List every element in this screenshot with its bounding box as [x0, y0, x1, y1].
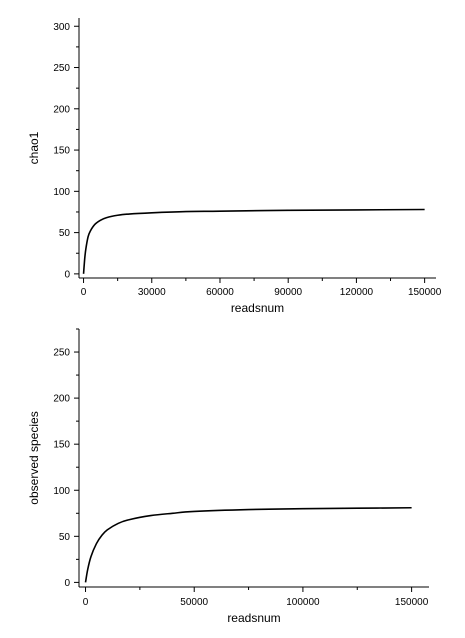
y-tick-label: 100	[53, 486, 70, 497]
x-axis-title: readsnum	[227, 611, 280, 625]
y-axis-title: chao1	[27, 131, 41, 164]
x-tick-label: 150000	[395, 597, 429, 608]
y-tick-label: 200	[53, 394, 70, 405]
x-tick-label: 50000	[180, 597, 208, 608]
x-tick-label: 60000	[206, 287, 234, 298]
y-tick-label: 300	[53, 22, 70, 33]
y-tick-label: 200	[53, 104, 70, 115]
y-tick-label: 50	[59, 532, 71, 543]
series-line	[82, 208, 425, 274]
x-tick-label: 30000	[138, 287, 166, 298]
y-tick-label: 250	[53, 348, 70, 359]
chao1-chart: 0 50 100 150 200 250 300 0 30000 60000 90000 120000…	[27, 18, 442, 315]
series-line	[84, 506, 412, 583]
x-tick-label: 120000	[340, 287, 374, 298]
y-tick-label: 50	[59, 228, 71, 239]
x-tick-label: 0	[81, 287, 87, 298]
y-tick-label: 0	[64, 578, 70, 589]
x-tick-label: 0	[83, 597, 89, 608]
y-tick-label: 150	[53, 146, 70, 157]
y-tick-label: 0	[64, 269, 70, 280]
y-axis-title: observed species	[27, 411, 41, 504]
x-tick-label: 90000	[274, 287, 302, 298]
x-axis-title: readsnum	[231, 301, 284, 315]
y-tick-label: 150	[53, 440, 70, 451]
x-tick-label: 150000	[408, 287, 442, 298]
observed-species-chart: 0 50 100 150 200 250 0 50000 100000 150000 readsnu…	[27, 328, 429, 625]
y-tick-label: 250	[53, 63, 70, 74]
y-tick-label: 100	[53, 187, 70, 198]
x-tick-label: 100000	[286, 597, 320, 608]
